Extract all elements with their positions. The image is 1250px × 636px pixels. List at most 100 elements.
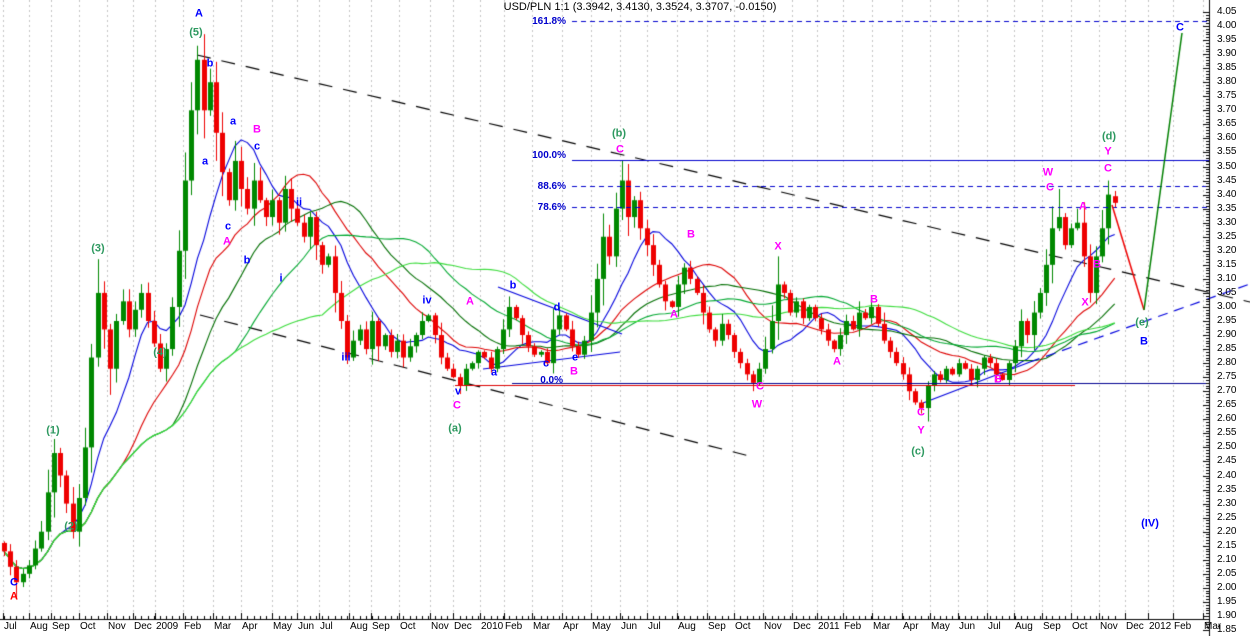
y-axis-label: 2.35 [1217, 483, 1237, 495]
wave-label: ii [295, 196, 303, 209]
wave-label: a [201, 155, 209, 168]
wave-label: B [870, 293, 878, 306]
y-axis-label: 3.40 [1217, 188, 1237, 200]
y-axis-label: 3.35 [1217, 202, 1237, 214]
x-axis-label: Apr [903, 621, 919, 632]
fib-level-label: 161.8% [532, 16, 566, 27]
fib-level-label: 78.6% [537, 202, 566, 213]
x-axis-label: 2010 [481, 621, 504, 632]
wave-label: A [10, 590, 18, 603]
wave-label: A [1079, 200, 1087, 213]
wave-label: C [1176, 21, 1184, 34]
wave-label: (4) [153, 346, 167, 359]
x-axis-label: Jul [988, 621, 1001, 632]
wave-label: (5) [189, 26, 203, 39]
wave-label: A [466, 295, 474, 308]
x-axis-label: Nov [764, 621, 782, 632]
wave-label: (b) [611, 127, 627, 140]
y-axis-label: 3.90 [1217, 48, 1237, 60]
x-axis-label: Aug [1015, 621, 1033, 632]
x-axis-label: Aug [350, 621, 368, 632]
wave-label: C [1104, 162, 1112, 175]
wave-label: e [571, 351, 579, 364]
x-axis-label: Sep [372, 621, 390, 632]
wave-label: a [490, 366, 498, 379]
y-axis-label: 2.30 [1217, 497, 1237, 509]
wave-label: C [453, 399, 461, 412]
fib-level-label: 88.6% [537, 181, 566, 192]
wave-label: b [509, 279, 517, 292]
x-axis-label: 2012 [1149, 621, 1172, 632]
y-axis-label: 2.85 [1217, 343, 1237, 355]
x-axis-label: Jul [648, 621, 661, 632]
chart-title: USD/PLN 1:1 (3.3942, 3.4130, 3.3524, 3.3… [503, 1, 777, 13]
y-axis-label: 3.85 [1217, 62, 1237, 74]
wave-label: X [1081, 296, 1089, 309]
y-axis-label: 3.65 [1217, 118, 1237, 130]
x-axis-label: Apr [242, 621, 258, 632]
wave-label: iv [422, 294, 432, 307]
x-axis-label: Sep [1043, 621, 1061, 632]
x-axis-label: Dec [134, 621, 152, 632]
x-axis-label: Nov [108, 621, 126, 632]
y-axis-label: 2.50 [1217, 441, 1237, 453]
wave-label: (3) [91, 242, 105, 255]
wave-label: b [243, 254, 251, 267]
y-axis-label: 2.60 [1217, 413, 1237, 425]
y-axis-label: 3.10 [1217, 272, 1237, 284]
wave-label: c [253, 140, 261, 153]
wave-label: (d) [1101, 130, 1117, 143]
x-axis-label: Oct [80, 621, 96, 632]
x-axis-label: Mar [214, 621, 232, 632]
y-axis-label: 4.05 [1217, 6, 1237, 17]
x-axis-label: Feb [844, 621, 862, 632]
y-axis-label: 2.90 [1217, 329, 1237, 341]
x-axis-label: Feb [184, 621, 202, 632]
y-axis-label: 2.75 [1217, 371, 1237, 383]
y-axis-label: 2.05 [1217, 567, 1237, 579]
wave-label: C [917, 406, 925, 419]
y-axis-label: 3.25 [1217, 230, 1237, 242]
y-axis-label: 1.90 [1217, 609, 1237, 621]
wave-label: B [253, 123, 261, 136]
wave-label: W [1042, 166, 1054, 179]
x-axis-label: Apr [563, 621, 579, 632]
x-axis-label: May [273, 621, 292, 632]
y-axis-label: 3.55 [1217, 146, 1237, 158]
y-axis-label: 2.25 [1217, 511, 1237, 523]
wave-label: A [670, 308, 678, 321]
wave-label: c [542, 357, 550, 370]
y-axis-label: 1.95 [1217, 595, 1237, 607]
wave-label: (e) [1135, 316, 1149, 329]
wave-label: Y [1104, 145, 1112, 158]
x-axis-label: Oct [1072, 621, 1088, 632]
y-axis-label: 2.65 [1217, 399, 1237, 411]
wave-label: C [756, 380, 764, 393]
wave-label: A [833, 355, 841, 368]
fib-level-label: 0.0% [540, 375, 563, 386]
wave-label: B [1140, 335, 1148, 348]
x-axis-label: Mar [533, 621, 551, 632]
x-axis-label: Nov [1100, 621, 1118, 632]
y-axis-label: 3.75 [1217, 90, 1237, 102]
y-axis-label: 2.80 [1217, 357, 1237, 369]
wave-label: Y [917, 424, 925, 437]
x-axis-label: Nov [431, 621, 449, 632]
wave-label: a [229, 115, 237, 128]
x-axis-label: Dec [793, 621, 811, 632]
x-axis-label: Aug [30, 621, 48, 632]
x-axis-label: Oct [400, 621, 416, 632]
wave-label: (c) [911, 445, 925, 458]
y-axis-label: 2.55 [1217, 427, 1237, 439]
y-axis-label: 3.70 [1217, 104, 1237, 116]
wave-label: i [279, 272, 283, 285]
x-axis-label: Aug [678, 621, 696, 632]
y-axis-label: 3.00 [1217, 300, 1237, 312]
y-axis-label: 2.70 [1217, 385, 1237, 397]
y-axis-label: 3.80 [1217, 76, 1237, 88]
y-axis-label: 2.40 [1217, 469, 1237, 481]
y-axis-label: 2.95 [1217, 315, 1237, 326]
x-axis-label: Dec [1126, 621, 1144, 632]
